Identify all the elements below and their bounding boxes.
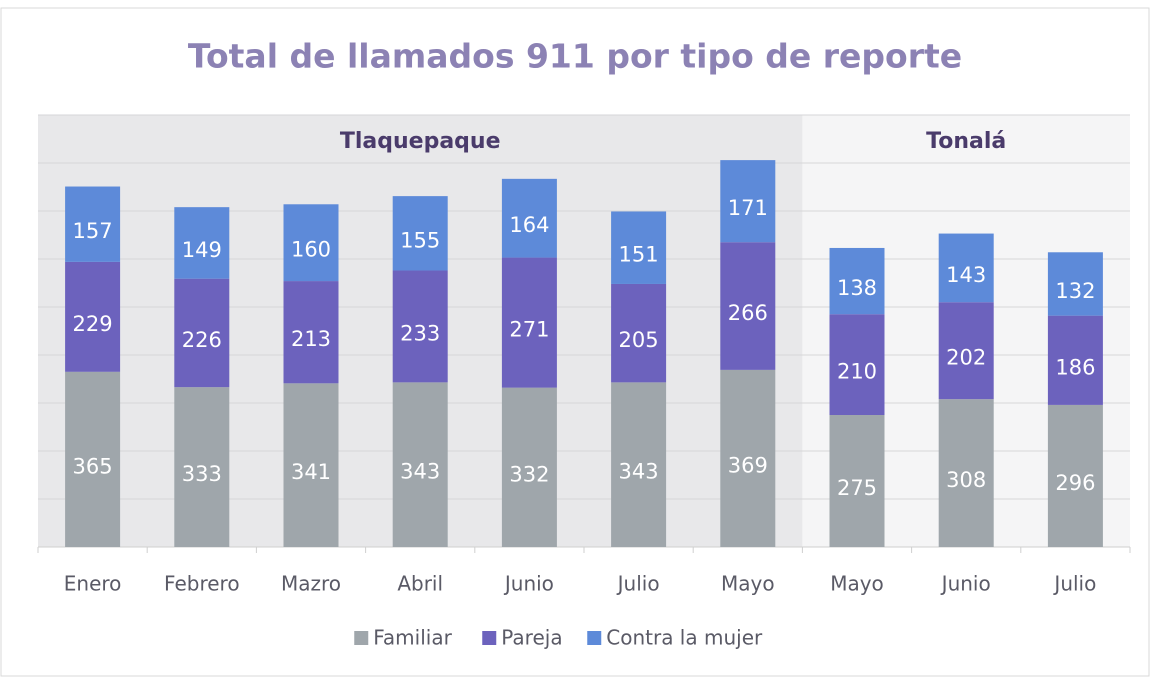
bar-segment — [501, 257, 557, 388]
data-label: 160 — [291, 238, 331, 262]
bar-segment — [174, 387, 230, 547]
x-tick-label: Mayo — [721, 572, 775, 596]
data-label: 226 — [182, 328, 222, 352]
data-label: 333 — [182, 462, 222, 486]
data-label: 266 — [728, 301, 768, 325]
bar-segment — [829, 247, 885, 315]
group-label: Tlaquepaque — [340, 129, 501, 154]
data-label: 164 — [509, 213, 549, 237]
bar-segment — [65, 371, 121, 547]
data-label: 271 — [509, 318, 549, 342]
data-label: 132 — [1055, 279, 1095, 303]
bar-segment — [283, 281, 339, 384]
bar-segment — [65, 261, 121, 372]
bar-segment — [829, 415, 885, 547]
bar-segment — [501, 178, 557, 258]
group-label: Tonalá — [926, 129, 1006, 154]
data-label: 275 — [837, 476, 877, 500]
bar-segment — [611, 211, 667, 284]
data-label: 213 — [291, 327, 331, 351]
bar-segment — [392, 382, 448, 547]
x-tick-label: Julio — [1052, 572, 1096, 596]
data-label: 343 — [400, 460, 440, 484]
legend-label: Familiar — [373, 626, 452, 650]
data-label: 229 — [73, 312, 113, 336]
x-tick-label: Junio — [940, 572, 991, 596]
data-label: 151 — [619, 243, 659, 267]
bar-segment — [1047, 404, 1103, 547]
bar-segment — [829, 314, 885, 415]
data-label: 205 — [619, 328, 659, 352]
legend-swatch — [587, 631, 602, 645]
bar-segment — [720, 160, 776, 243]
bar-segment — [65, 186, 121, 262]
x-tick-label: Abril — [397, 572, 443, 596]
x-tick-label: Julio — [616, 572, 660, 596]
bar-segment — [938, 302, 994, 400]
data-label: 202 — [946, 346, 986, 370]
bar-segment — [392, 196, 448, 271]
x-tick-label: Enero — [64, 572, 122, 596]
bar-segment — [174, 278, 230, 388]
data-label: 308 — [946, 468, 986, 492]
bar-segment — [938, 399, 994, 547]
bar-segment — [283, 204, 339, 282]
legend-swatch — [354, 631, 369, 645]
data-label: 341 — [291, 460, 331, 484]
data-label: 365 — [73, 454, 113, 478]
bar-segment — [1047, 315, 1103, 405]
data-label: 143 — [946, 263, 986, 287]
chart-title: Total de llamados 911 por tipo de report… — [188, 37, 962, 76]
x-tick-label: Febrero — [164, 572, 240, 596]
data-label: 186 — [1055, 355, 1095, 379]
bar-segment — [720, 369, 776, 547]
data-label: 233 — [400, 321, 440, 345]
legend-swatch — [482, 631, 497, 645]
legend-label: Contra la mujer — [606, 626, 763, 650]
data-label: 332 — [509, 462, 549, 486]
x-tick-label: Mayo — [830, 572, 884, 596]
bar-segment — [1047, 252, 1103, 316]
legend-label: Pareja — [501, 626, 562, 650]
bar-segment — [174, 207, 230, 279]
bar-segment — [392, 270, 448, 383]
data-label: 343 — [619, 460, 659, 484]
data-label: 171 — [728, 196, 768, 220]
data-label: 138 — [837, 276, 877, 300]
bar-segment — [611, 382, 667, 547]
bar-segment — [720, 242, 776, 370]
bar-segment — [938, 233, 994, 303]
data-label: 155 — [400, 228, 440, 252]
bar-segment — [611, 283, 667, 383]
x-tick-label: Junio — [503, 572, 554, 596]
data-label: 210 — [837, 360, 877, 384]
bar-segment — [501, 387, 557, 547]
data-label: 296 — [1055, 471, 1095, 495]
x-tick-label: Mazro — [281, 572, 341, 596]
data-label: 149 — [182, 238, 222, 262]
bar-segment — [283, 383, 339, 547]
data-label: 157 — [73, 219, 113, 243]
data-label: 369 — [728, 453, 768, 477]
